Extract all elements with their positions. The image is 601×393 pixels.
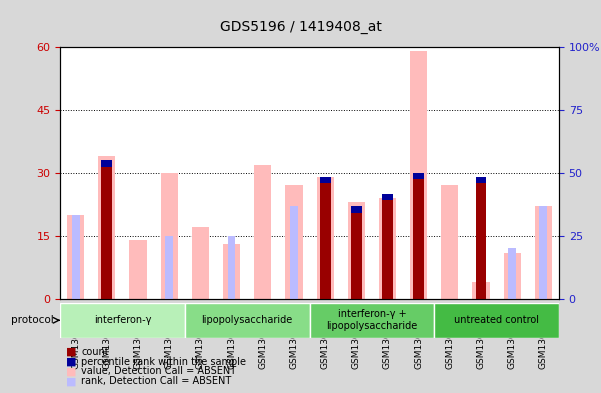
Bar [192, 228, 209, 299]
Bar [472, 282, 490, 299]
Bar [413, 173, 424, 179]
Bar [351, 206, 362, 213]
Bar [185, 303, 310, 338]
Bar [285, 185, 302, 299]
Text: ■: ■ [66, 366, 76, 376]
Bar [165, 236, 173, 299]
Bar [410, 51, 427, 299]
Bar [60, 303, 185, 338]
Text: ■: ■ [66, 347, 76, 357]
Text: count: count [81, 347, 109, 357]
Bar [383, 236, 391, 299]
Bar [290, 206, 298, 299]
Bar [475, 177, 486, 299]
Bar [508, 248, 516, 299]
Text: rank, Detection Call = ABSENT: rank, Detection Call = ABSENT [81, 376, 231, 386]
Text: percentile rank within the sample: percentile rank within the sample [81, 356, 246, 367]
Bar [310, 303, 435, 338]
Bar [67, 215, 84, 299]
Bar [228, 236, 236, 299]
Text: ■: ■ [66, 376, 76, 386]
Bar [413, 173, 424, 299]
Text: ■: ■ [66, 356, 76, 367]
Bar [382, 194, 393, 299]
Text: protocol: protocol [11, 315, 54, 325]
Bar [102, 160, 112, 167]
Bar [504, 253, 520, 299]
Bar [320, 177, 331, 184]
Bar [72, 215, 79, 299]
Bar [540, 206, 548, 299]
Bar [351, 206, 362, 299]
Bar [382, 194, 393, 200]
Bar [223, 244, 240, 299]
Bar [102, 160, 112, 299]
Bar [348, 202, 365, 299]
Bar [320, 177, 331, 299]
Text: interferon-γ +
lipopolysaccharide: interferon-γ + lipopolysaccharide [326, 310, 418, 331]
Text: lipopolysaccharide: lipopolysaccharide [201, 315, 293, 325]
Bar [160, 173, 178, 299]
Bar [441, 185, 459, 299]
Text: untreated control: untreated control [454, 315, 539, 325]
Bar [434, 303, 559, 338]
Text: GDS5196 / 1419408_at: GDS5196 / 1419408_at [219, 20, 382, 34]
Bar [99, 156, 115, 299]
Bar [129, 240, 147, 299]
Bar [379, 198, 396, 299]
Bar [254, 165, 271, 299]
Text: interferon-γ: interferon-γ [94, 315, 151, 325]
Bar [317, 177, 334, 299]
Bar [352, 231, 360, 299]
Bar [475, 177, 486, 184]
Text: value, Detection Call = ABSENT: value, Detection Call = ABSENT [81, 366, 236, 376]
Bar [535, 206, 552, 299]
